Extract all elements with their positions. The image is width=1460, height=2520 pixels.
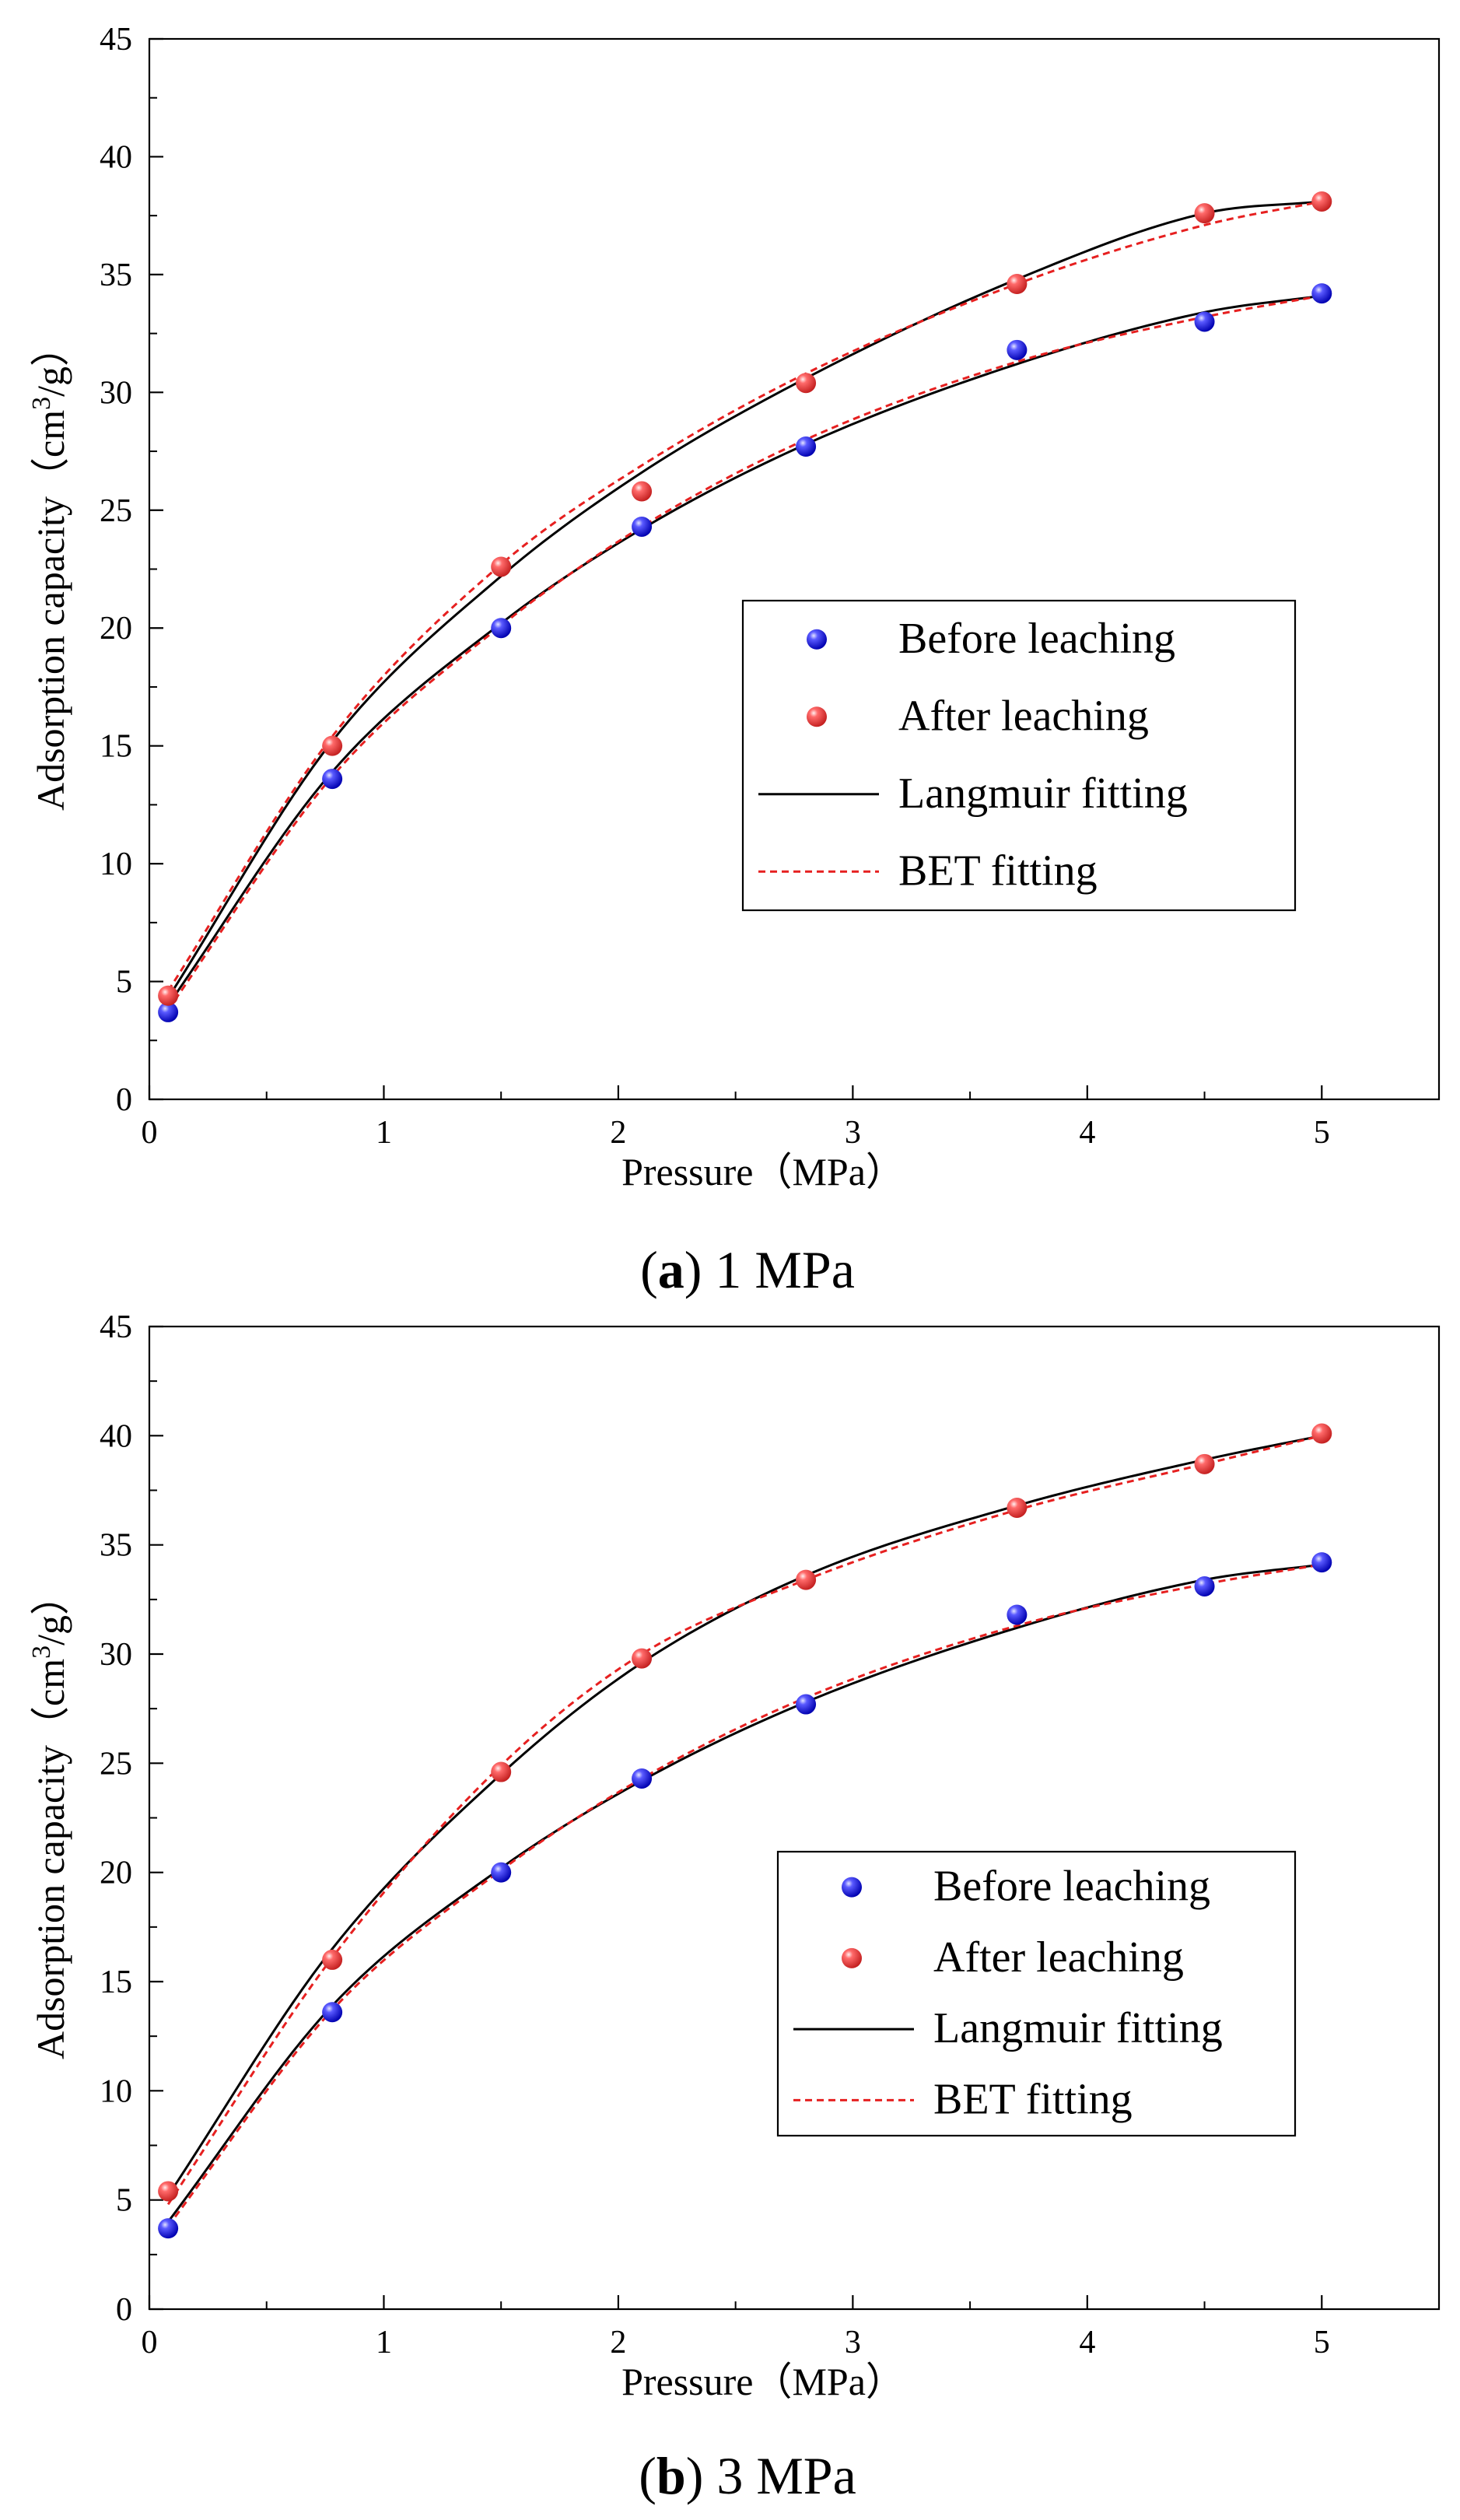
- x-tick-label: 0: [142, 1115, 158, 1151]
- after-leaching-point: [1311, 191, 1332, 212]
- bet-fit-line-3: [166, 200, 1322, 992]
- x-tick-label: 1: [376, 1115, 392, 1151]
- plot-frame: [148, 1325, 1441, 2311]
- after-leaching-point: [1007, 1497, 1028, 1518]
- y-tick-label: 30: [100, 1637, 132, 1673]
- before-leaching-point: [632, 516, 653, 537]
- before-leaching-point: [1194, 1575, 1215, 1596]
- after-leaching-point: [796, 373, 817, 394]
- y-tick-label: 35: [100, 1528, 132, 1564]
- langmuir-fit-line-4: [166, 294, 1322, 1006]
- x-tick-label: 4: [1079, 1115, 1095, 1151]
- y-tick-label: 35: [100, 258, 132, 293]
- langmuir-fit-line-2: [166, 1434, 1322, 2196]
- x-tick-label: 4: [1079, 2325, 1095, 2361]
- y-tick-label: 10: [100, 2073, 132, 2109]
- after-leaching-point: [632, 481, 653, 502]
- legend-label-langmuir-fitting: Langmuir fitting: [898, 769, 1188, 818]
- y-tick-label: 15: [100, 1964, 132, 2000]
- before-leaching-point: [1007, 339, 1028, 360]
- y-tick-label: 20: [100, 1856, 132, 1891]
- legend: Before leaching After leaching Langmuir fi…: [741, 599, 1297, 912]
- before-leaching-point: [1007, 1604, 1028, 1625]
- legend-label-after-leaching: After leaching: [933, 1933, 1184, 1982]
- after-leaching-point: [491, 1761, 512, 1782]
- before-leaching-point: [1194, 311, 1215, 332]
- legend: Before leaching After leaching Langmuir fi…: [776, 1850, 1297, 2137]
- y-tick-label: 0: [116, 1082, 132, 1118]
- after-leaching-point: [796, 1569, 817, 1590]
- y-tick-label: 10: [100, 846, 132, 882]
- y-axis-label: Adsorption capacity（cm3/g）: [27, 328, 72, 811]
- legend-marker-after-leaching: [842, 1947, 862, 1968]
- before-leaching-point: [158, 1001, 179, 1022]
- x-tick-label: 5: [1314, 1115, 1330, 1151]
- plot-frame: [148, 37, 1441, 1101]
- before-leaching-point: [491, 1862, 512, 1883]
- langmuir-fit-line-2: [166, 200, 1322, 999]
- after-leaching-point: [632, 1648, 653, 1669]
- y-axis-label: Adsorption capacity（cm3/g）: [27, 1576, 72, 2059]
- legend-box: [776, 1850, 1297, 2137]
- after-leaching-point: [1194, 203, 1215, 224]
- x-tick-label: 3: [845, 1115, 861, 1151]
- after-leaching-point: [1311, 1423, 1332, 1444]
- y-tick-label: 25: [100, 1746, 132, 1782]
- before-leaching-point: [322, 2002, 343, 2023]
- legend-label-after-leaching: After leaching: [898, 692, 1149, 740]
- legend-label-before-leaching: Before leaching: [898, 615, 1175, 663]
- legend-marker-before-leaching: [807, 629, 827, 650]
- x-axis-label: Pressure（MPa）: [621, 1150, 905, 1193]
- after-leaching-point: [322, 735, 343, 756]
- x-tick-label: 2: [610, 1115, 626, 1151]
- after-leaching-point: [1194, 1453, 1215, 1474]
- before-leaching-point: [322, 769, 343, 790]
- before-leaching-point: [632, 1768, 653, 1789]
- bet-fit-line-5: [166, 1563, 1322, 2227]
- after-leaching-point: [491, 556, 512, 577]
- y-tick-label: 30: [100, 375, 132, 411]
- panel-caption: (b) 3 MPa: [639, 2446, 856, 2505]
- y-tick-label: 5: [116, 965, 132, 1001]
- before-leaching-point: [1311, 283, 1332, 304]
- after-leaching-point: [158, 2181, 179, 2202]
- langmuir-fit-line-4: [166, 1563, 1322, 2223]
- y-tick-label: 40: [100, 139, 132, 175]
- y-tick-label: 0: [116, 2292, 132, 2328]
- before-leaching-point: [158, 2218, 179, 2239]
- panel-caption: (a) 1 MPa: [640, 1240, 855, 1299]
- bet-fit-line-3: [166, 1434, 1322, 2206]
- legend-marker-after-leaching: [807, 706, 827, 727]
- x-axis-label: Pressure（MPa）: [621, 2360, 905, 2403]
- x-tick-label: 2: [610, 2325, 626, 2361]
- x-tick-label: 0: [142, 2325, 158, 2361]
- before-leaching-point: [491, 618, 512, 639]
- y-tick-label: 5: [116, 2183, 132, 2219]
- y-tick-label: 40: [100, 1418, 132, 1454]
- x-tick-label: 1: [376, 2325, 392, 2361]
- after-leaching-point: [1007, 274, 1028, 295]
- legend-label-bet-fitting: BET fitting: [898, 846, 1098, 895]
- before-leaching-point: [796, 1694, 817, 1715]
- legend-label-before-leaching: Before leaching: [933, 1863, 1210, 1911]
- legend-marker-before-leaching: [842, 1877, 862, 1898]
- y-tick-label: 25: [100, 493, 132, 529]
- bet-fit-line-5: [166, 294, 1322, 1011]
- x-tick-label: 5: [1314, 2325, 1330, 2361]
- y-tick-label: 45: [100, 1309, 132, 1345]
- y-tick-label: 45: [100, 22, 132, 58]
- before-leaching-point: [1311, 1552, 1332, 1573]
- legend-label-bet-fitting: BET fitting: [933, 2075, 1133, 2123]
- after-leaching-point: [158, 985, 179, 1006]
- y-tick-label: 20: [100, 611, 132, 647]
- before-leaching-point: [796, 436, 817, 457]
- legend-box: [741, 599, 1297, 912]
- legend-label-langmuir-fitting: Langmuir fitting: [933, 2004, 1223, 2052]
- y-tick-label: 15: [100, 729, 132, 765]
- x-tick-label: 3: [845, 2325, 861, 2361]
- after-leaching-point: [322, 1949, 343, 1970]
